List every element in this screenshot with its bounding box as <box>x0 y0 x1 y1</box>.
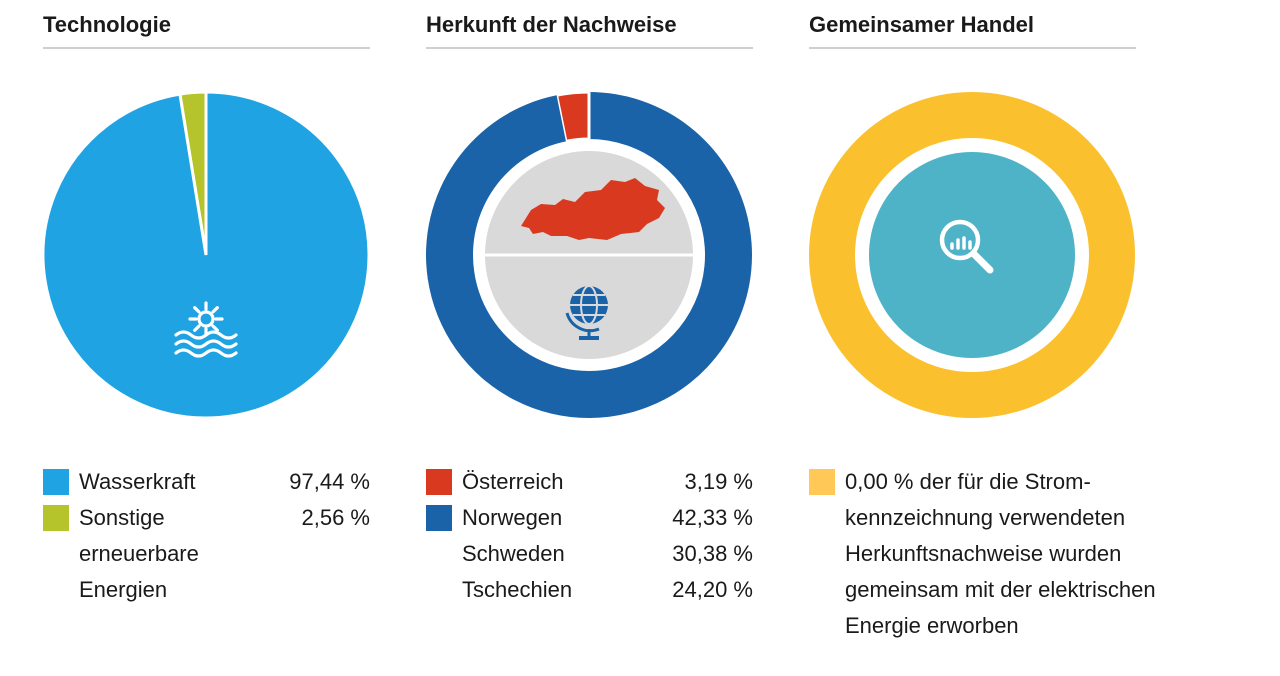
legend-item-sonstige: Sonstige erneuerbare Energien 2,56 % <box>43 500 370 608</box>
legend-label-wasserkraft: Wasserkraft <box>79 469 196 494</box>
donut-segment-norwegen <box>589 92 752 400</box>
legend-value-schweden: 30,38 % <box>672 541 753 566</box>
herkunft-title: Herkunft der Nachweise <box>426 0 753 49</box>
legend-item-schweden: Schweden 30,38 % <box>426 536 753 572</box>
legend-value-norwegen: 42,33 % <box>672 505 753 530</box>
legend-item-norwegen: Norwegen 42,33 % <box>426 500 753 536</box>
legend-label-sonstige: Sonstige erneuerbare Energien <box>79 500 302 608</box>
herkunft-section: Herkunft der Nachweise Österreich 3,19 %… <box>426 0 753 602</box>
legend-label-norwegen: Norwegen <box>462 505 563 530</box>
technologie-legend: Wasserkraft 97,44 % Sonstige erneuerbare… <box>43 464 370 608</box>
search-chart-icon <box>939 219 994 274</box>
handel-text-line5: Energie erworben <box>845 613 1019 638</box>
legend-item-tschechien: Tschechien 24,20 % <box>426 572 753 608</box>
herkunft-donut-chart <box>426 90 752 419</box>
handel-donut-chart <box>809 92 1135 418</box>
austria-map-icon <box>521 178 665 240</box>
legend-swatch-handel <box>809 469 835 495</box>
technologie-title: Technologie <box>43 0 370 49</box>
legend-label-tschechien: Tschechien <box>462 577 573 602</box>
donut-segment-schweden <box>427 271 665 419</box>
legend-label-sonstige-line3: Energien <box>79 577 168 602</box>
legend-value-tschechien: 24,20 % <box>672 577 753 602</box>
globe-icon <box>565 285 608 340</box>
handel-legend: 0,00 % der für die Strom- kennzeichnung … <box>809 464 1209 644</box>
legend-label-handel: 0,00 % der für die Strom- kennzeichnung … <box>845 464 1209 644</box>
handel-text-line1: 0,00 % der für die Strom- <box>845 469 1091 494</box>
hydro-power-icon <box>174 301 238 358</box>
handel-text-line4: gemeinsam mit der elektrischen <box>845 577 1156 602</box>
legend-value-wasserkraft: 97,44 % <box>289 469 370 494</box>
donut-segment-tschechien <box>426 95 566 280</box>
handel-title: Gemeinsamer Handel <box>809 0 1136 49</box>
legend-value-sonstige: 2,56 % <box>301 505 371 530</box>
technologie-pie-chart <box>43 90 370 420</box>
pie-slice-wasserkraft <box>43 90 370 420</box>
legend-label-schweden: Schweden <box>462 541 565 566</box>
legend-swatch-wasserkraft <box>43 469 69 495</box>
legend-item-oesterreich: Österreich 3,19 % <box>426 464 753 500</box>
legend-item-wasserkraft: Wasserkraft 97,44 % <box>43 464 370 500</box>
handel-section: Gemeinsamer Handel 0,00 % der für die St… <box>809 0 1209 638</box>
legend-label-sonstige-line2: erneuerbare <box>79 541 199 566</box>
legend-swatch-oesterreich <box>426 469 452 495</box>
handel-text-line2: kennzeichnung verwendeten <box>845 505 1126 530</box>
legend-label-sonstige-line1: Sonstige <box>79 505 165 530</box>
legend-label-oesterreich: Österreich <box>462 469 564 494</box>
legend-swatch-norwegen <box>426 505 452 531</box>
technologie-section: Technologie Wasserkraft 97,44 % Sonstige… <box>43 0 370 602</box>
legend-item-handel: 0,00 % der für die Strom- kennzeichnung … <box>809 464 1209 644</box>
legend-swatch-sonstige <box>43 505 69 531</box>
legend-value-oesterreich: 3,19 % <box>684 469 754 494</box>
handel-text-line3: Herkunftsnachweise wurden <box>845 541 1122 566</box>
herkunft-legend: Österreich 3,19 % Norwegen 42,33 % Schwe… <box>426 464 753 608</box>
